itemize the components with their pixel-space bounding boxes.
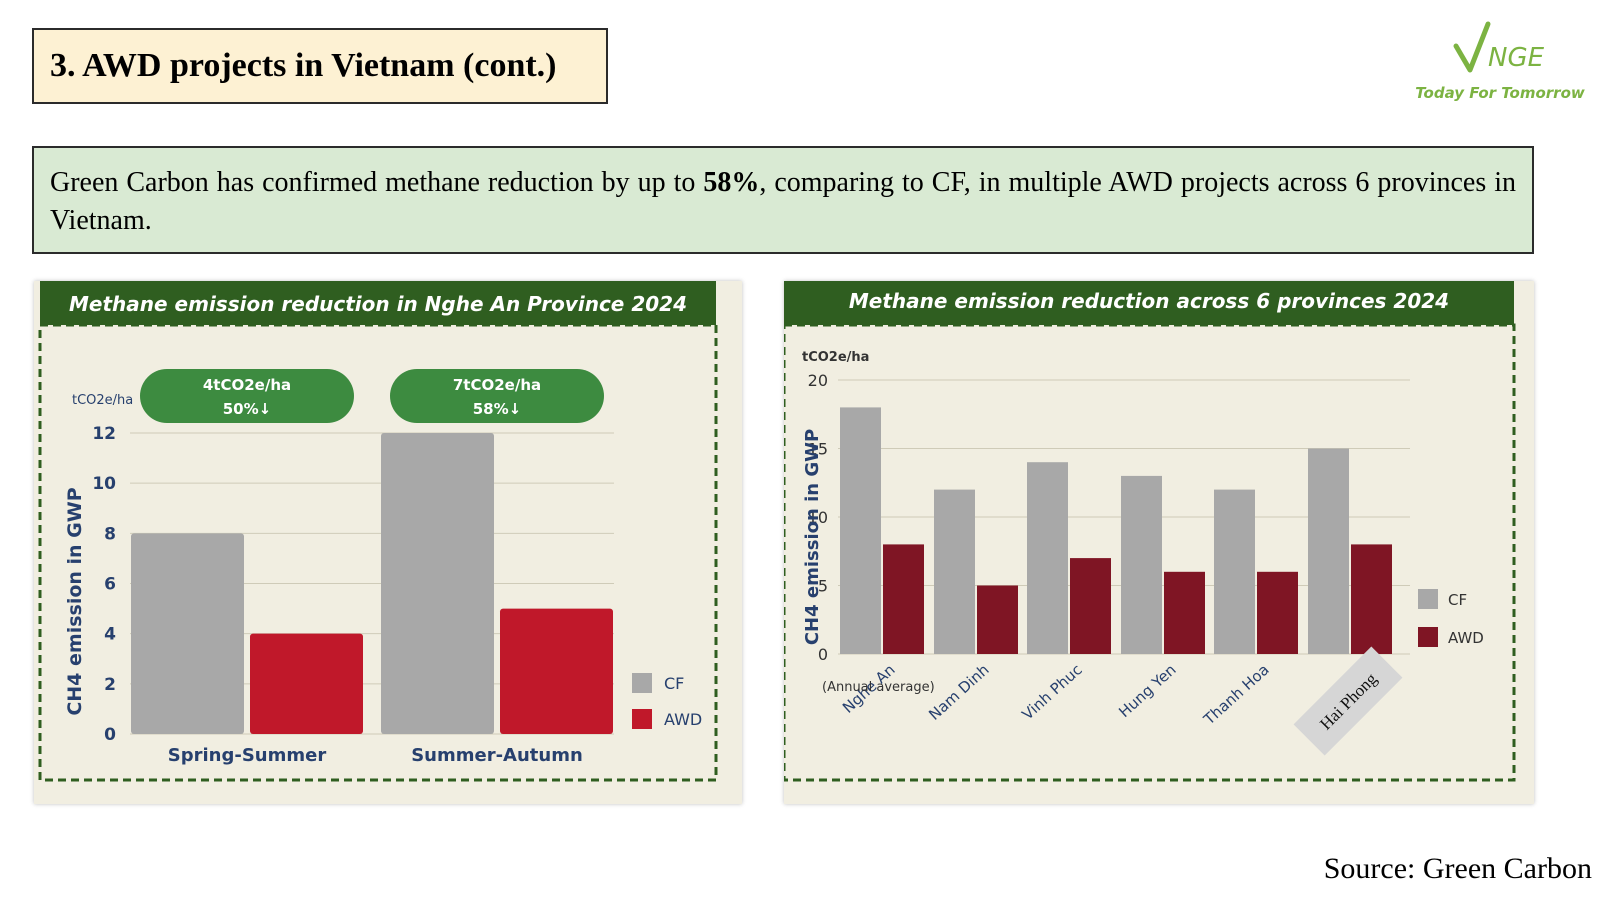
reduction-badge bbox=[390, 369, 604, 423]
bar-cf-hung-yen bbox=[1121, 475, 1162, 654]
bar-awd-hung-yen bbox=[1164, 571, 1205, 654]
logo-mark-text: NGE bbox=[1488, 43, 1545, 73]
reduction-badge-percent: 50%↓ bbox=[223, 400, 271, 418]
bar-awd-nghe-an bbox=[883, 544, 924, 654]
y-axis-label: CH4 emission in GWP bbox=[802, 429, 823, 645]
company-logo: NGE Today For Tomorrow bbox=[1410, 18, 1590, 108]
chart-dashed-border bbox=[38, 323, 718, 782]
bar-awd-hai-phong bbox=[1351, 544, 1392, 654]
y-tick-label: 0 bbox=[104, 725, 116, 745]
bar-cf-nghe-an bbox=[840, 407, 881, 654]
x-category-label-hung-yen: Hung Yen bbox=[1115, 661, 1179, 722]
chart-panel-nghe-an: Methane emission reduction in Nghe An Pr… bbox=[34, 281, 742, 804]
legend-label-awd: AWD bbox=[1448, 629, 1484, 647]
bar-cf-vinh-phuc bbox=[1027, 462, 1068, 654]
y-tick-label: 0 bbox=[818, 645, 828, 664]
logo-mark-icon: NGE bbox=[1453, 21, 1545, 73]
x-category-note: (Annual average) bbox=[822, 680, 935, 695]
x-label-highlight-patch bbox=[1293, 646, 1403, 756]
legend-label-awd: AWD bbox=[664, 710, 702, 729]
summary-text-end: , comparing to CF, in multiple AWD proje… bbox=[50, 167, 1517, 236]
legend-swatch-awd bbox=[632, 709, 652, 729]
y-tick-label: 5 bbox=[818, 577, 828, 596]
y-unit-label: tCO2e/ha bbox=[72, 393, 133, 408]
y-tick-label: 10 bbox=[92, 474, 116, 494]
legend-swatch-awd bbox=[1418, 627, 1438, 647]
y-unit-label: tCO2e/ha bbox=[802, 350, 869, 365]
bar-awd-summer-autumn bbox=[500, 608, 613, 734]
bar-awd-thanh-hoa bbox=[1257, 571, 1298, 654]
logo-tagline: Today For Tomorrow bbox=[1415, 84, 1585, 102]
x-category-label-vinh-phuc: Vinh Phuc bbox=[1019, 661, 1086, 724]
chart-nghe-an: Methane emission reduction in Nghe An Pr… bbox=[38, 281, 718, 782]
y-tick-label: 4 bbox=[104, 625, 116, 645]
slide-title: 3. AWD projects in Vietnam (cont.) bbox=[32, 28, 608, 104]
summary-box: Green Carbon has confirmed methane reduc… bbox=[32, 146, 1534, 254]
y-tick-label: 6 bbox=[104, 575, 116, 595]
x-category-label-thanh-hoa: Thanh Hoa bbox=[1199, 661, 1272, 729]
bar-cf-spring-summer bbox=[131, 533, 244, 734]
chart-panel-six-provinces: Methane emission reduction across 6 prov… bbox=[784, 281, 1534, 804]
bar-cf-nam-dinh bbox=[934, 489, 975, 654]
bar-awd-nam-dinh bbox=[977, 585, 1018, 654]
summary-text-start: Green Carbon has confirmed methane reduc… bbox=[50, 167, 704, 198]
y-tick-label: 15 bbox=[808, 440, 828, 459]
chart-header-bar bbox=[784, 281, 1514, 325]
x-category-label: Spring-Summer bbox=[168, 745, 327, 766]
legend-swatch-cf bbox=[632, 673, 652, 693]
reduction-badge-percent: 58%↓ bbox=[473, 400, 521, 418]
legend-swatch-cf bbox=[1418, 589, 1438, 609]
chart-six-provinces: Methane emission reduction across 6 prov… bbox=[784, 281, 1516, 782]
y-axis-label: CH4 emission in GWP bbox=[64, 487, 86, 715]
chart-title: Methane emission reduction in Nghe An Pr… bbox=[69, 292, 687, 316]
x-category-label-nam-dinh: Nam Dinh bbox=[925, 661, 992, 724]
bar-cf-hai-phong bbox=[1308, 448, 1349, 654]
reduction-badge-amount: 4tCO2e/ha bbox=[203, 376, 291, 394]
y-tick-label: 8 bbox=[104, 524, 116, 544]
chart-title: Methane emission reduction across 6 prov… bbox=[849, 289, 1449, 313]
y-tick-label: 2 bbox=[104, 675, 116, 695]
bar-awd-spring-summer bbox=[250, 633, 363, 734]
y-tick-label: 20 bbox=[808, 371, 828, 390]
y-tick-label: 12 bbox=[92, 424, 116, 444]
reduction-badge bbox=[140, 369, 354, 423]
x-category-label: Summer-Autumn bbox=[411, 745, 583, 766]
chart-header-bar bbox=[40, 281, 716, 325]
summary-highlight-percent: 58% bbox=[703, 167, 760, 198]
source-citation: Source: Green Carbon bbox=[1323, 852, 1592, 885]
legend-label-cf: CF bbox=[1448, 591, 1467, 609]
bar-cf-summer-autumn bbox=[381, 433, 494, 734]
chart-dashed-border bbox=[784, 323, 1516, 782]
bar-cf-thanh-hoa bbox=[1214, 489, 1255, 654]
y-tick-label: 10 bbox=[808, 508, 828, 527]
reduction-badge-amount: 7tCO2e/ha bbox=[453, 376, 541, 394]
bar-awd-vinh-phuc bbox=[1070, 558, 1111, 654]
legend-label-cf: CF bbox=[664, 674, 684, 693]
